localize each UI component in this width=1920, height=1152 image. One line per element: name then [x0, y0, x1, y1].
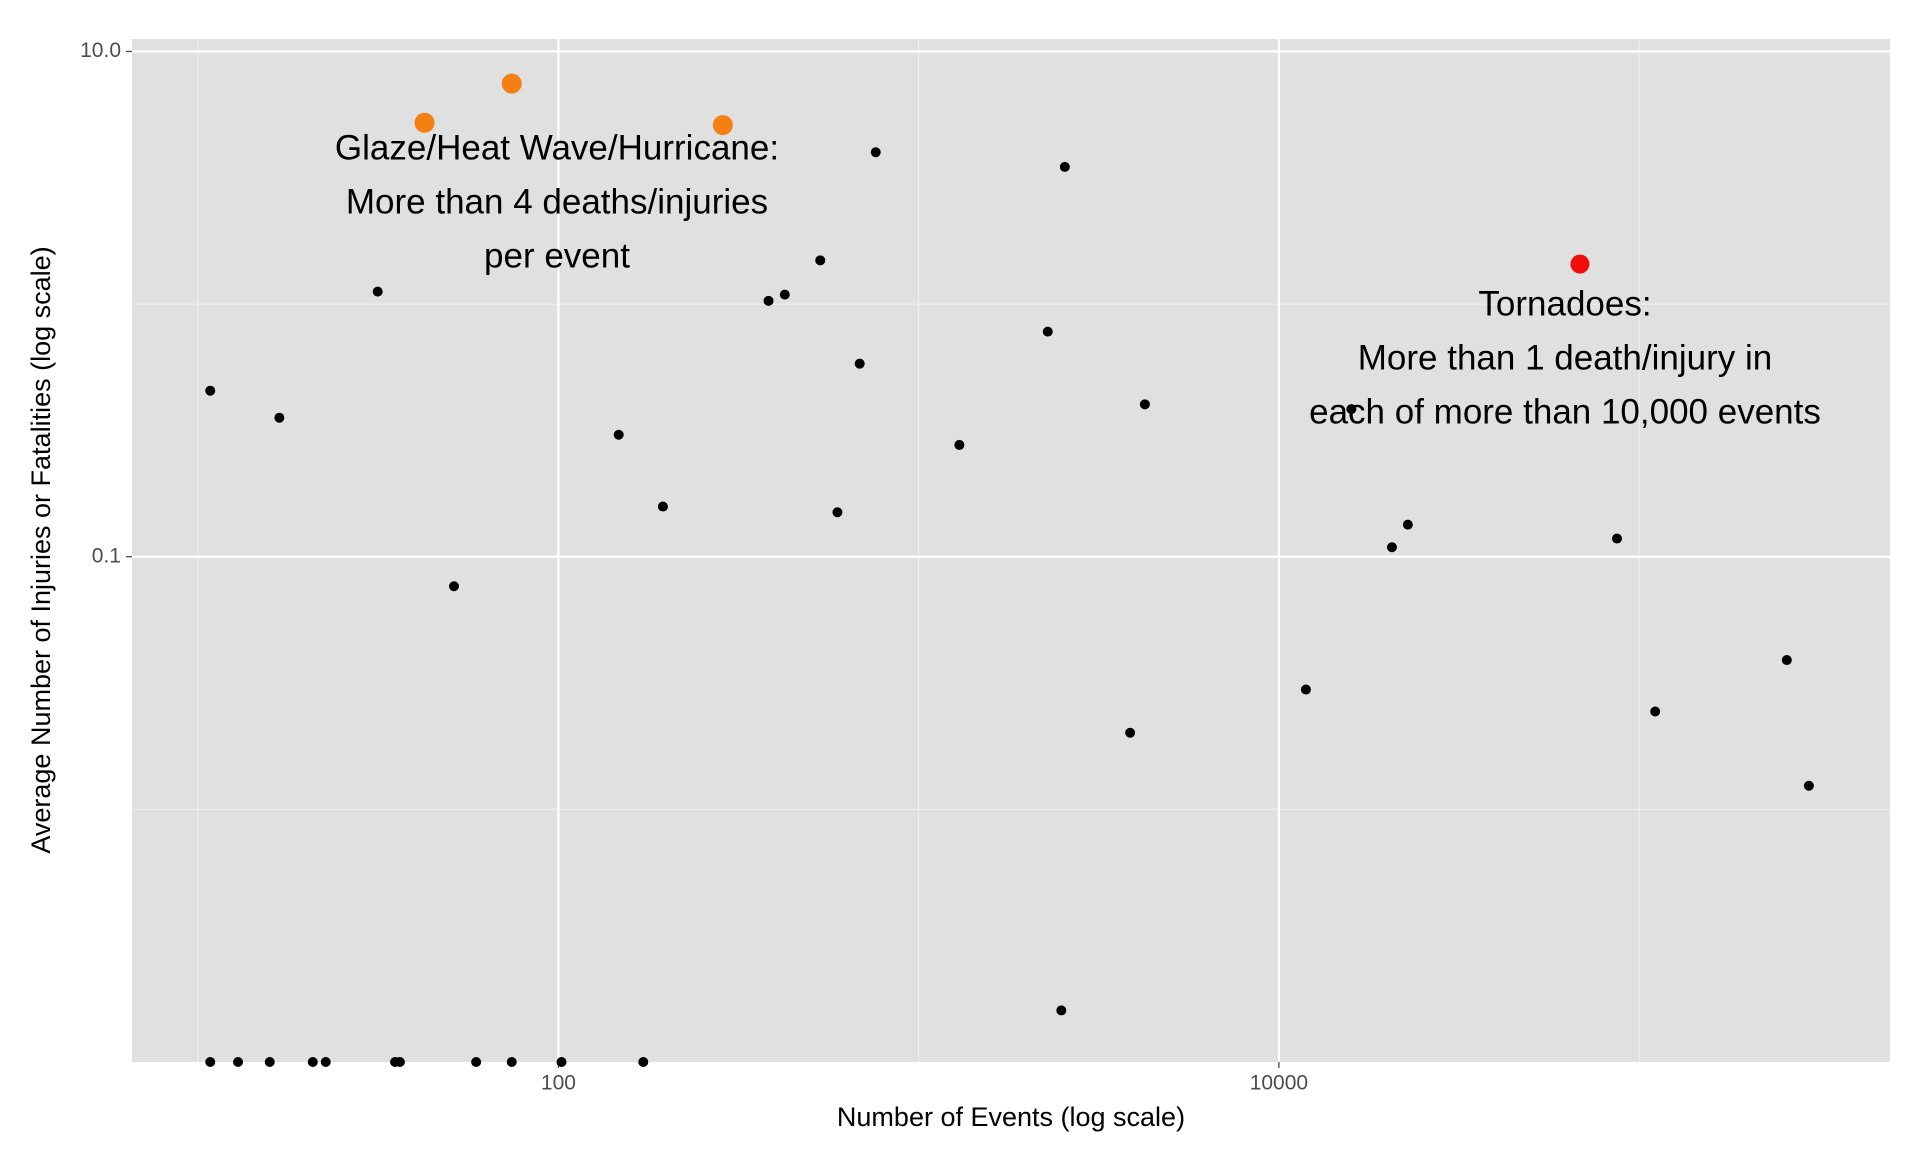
point — [763, 295, 774, 306]
y-tick-label: 0.1 — [92, 544, 121, 567]
point — [205, 385, 216, 396]
point — [854, 358, 865, 369]
point — [954, 439, 965, 450]
point — [613, 429, 624, 440]
point — [449, 581, 460, 592]
point — [506, 1057, 517, 1067]
point — [1386, 542, 1397, 553]
annotation: Glaze/Heat Wave/Hurricane: — [335, 128, 779, 167]
point — [779, 289, 790, 300]
point — [832, 507, 843, 518]
x-tick-label: 100 — [541, 1072, 576, 1095]
point — [1570, 254, 1590, 274]
point — [1402, 519, 1413, 530]
point — [372, 286, 383, 297]
point — [1059, 161, 1070, 172]
point — [501, 73, 522, 94]
point — [471, 1057, 482, 1067]
annotation: More than 1 death/injury in — [1358, 338, 1772, 377]
point — [556, 1057, 567, 1067]
plot-panel — [132, 39, 1890, 1062]
annotation: per event — [484, 236, 630, 275]
y-tick-label: 10.0 — [80, 39, 121, 62]
point — [1056, 1005, 1067, 1016]
x-tick-label: 10000 — [1250, 1072, 1308, 1095]
point — [712, 115, 733, 136]
y-axis-title: Average Number of Injuries or Fatalities… — [26, 246, 56, 853]
point — [414, 112, 435, 133]
point — [1139, 399, 1150, 410]
point — [1650, 706, 1661, 717]
point — [1042, 326, 1053, 337]
point — [264, 1057, 275, 1067]
point — [274, 412, 285, 423]
point — [870, 147, 881, 158]
point — [1346, 404, 1357, 415]
point — [307, 1057, 318, 1067]
point — [205, 1057, 216, 1067]
annotation: each of more than 10,000 events — [1309, 392, 1821, 431]
annotation: More than 4 deaths/injuries — [346, 182, 768, 221]
annotation: Tornadoes: — [1478, 284, 1651, 323]
point — [1611, 533, 1622, 544]
point — [657, 501, 668, 512]
x-axis-title: Number of Events (log scale) — [837, 1102, 1185, 1132]
point — [320, 1057, 331, 1067]
point — [815, 255, 826, 266]
point — [638, 1057, 649, 1067]
point — [1803, 780, 1814, 791]
point — [1300, 684, 1311, 695]
point — [394, 1057, 405, 1067]
point — [1781, 655, 1792, 666]
point — [233, 1057, 244, 1067]
point — [1125, 727, 1136, 738]
